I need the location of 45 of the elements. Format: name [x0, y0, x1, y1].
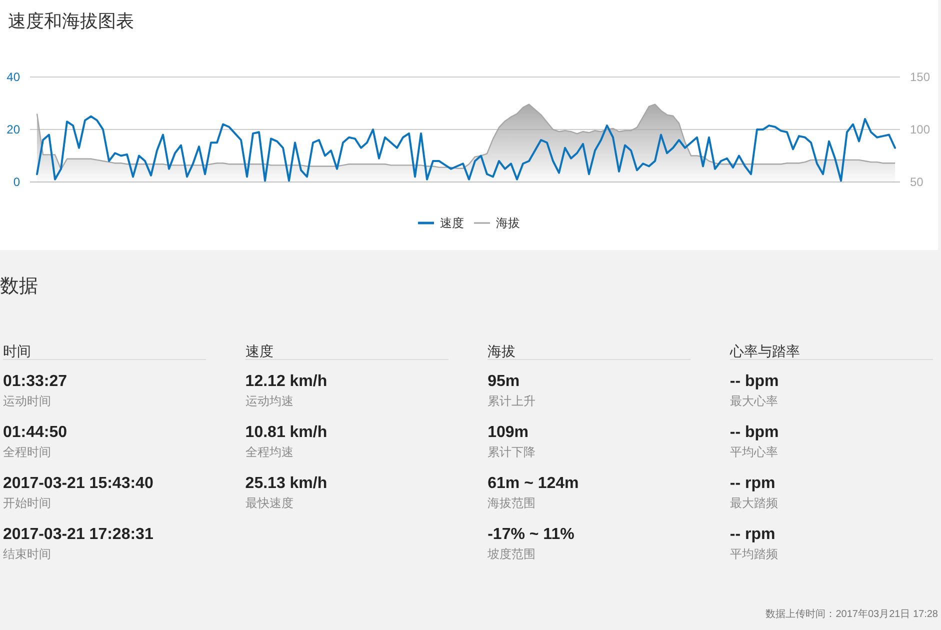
text: 运动时间 [3, 394, 51, 408]
y-tick-label: 0 [13, 175, 20, 189]
text: 运动均速 [245, 394, 294, 408]
category-label: 心率与踏率 [728, 343, 800, 359]
text: 坡度范围 [488, 547, 536, 561]
text: -- rpm [730, 526, 776, 543]
text: 平均踏频 [730, 547, 778, 561]
text: 累计上升 [488, 394, 536, 408]
text: 海拔范围 [488, 496, 536, 510]
text: 平均心率 [730, 445, 778, 459]
text: 2017-03-21 15:43:40 [3, 475, 154, 492]
text: 12.12 km/h [245, 373, 328, 390]
text: 数据上传时间：2017年03月21日 17:28 [766, 608, 938, 620]
text: -- bpm [730, 424, 779, 441]
text: 109m [488, 424, 529, 441]
text: 最大踏频 [730, 496, 778, 510]
text: 全程均速 [245, 445, 294, 459]
text: 最大心率 [730, 394, 778, 408]
y-tick-label: 20 [6, 122, 20, 136]
text: 全程时间 [3, 445, 51, 459]
y2-tick-label: 50 [910, 175, 924, 189]
chart-title: 速度和海拔图表 [8, 11, 134, 31]
text: 01:33:27 [3, 373, 68, 390]
text: 开始时间 [3, 496, 51, 510]
category-label: 时间 [3, 343, 31, 359]
legend-label: 速度 [440, 216, 464, 230]
text: 数据 [0, 276, 38, 297]
text: 95m [488, 373, 520, 390]
category-label: 海拔 [488, 343, 516, 359]
text: 10.81 km/h [245, 424, 328, 441]
text: 01:44:50 [3, 424, 68, 441]
y-tick-label: 40 [6, 70, 20, 84]
y2-tick-label: 100 [910, 122, 930, 136]
text: 25.13 km/h [245, 475, 328, 492]
text: 结束时间 [3, 547, 51, 561]
y2-tick-label: 150 [910, 70, 930, 84]
text: 累计下降 [488, 445, 536, 459]
text: -- bpm [730, 373, 779, 390]
text: -- rpm [730, 475, 776, 492]
text: 最快速度 [245, 496, 294, 510]
text: -17% ~ 11% [488, 526, 574, 543]
legend-label: 海拔 [496, 216, 520, 230]
text: 2017-03-21 17:28:31 [3, 526, 154, 543]
category-label: 速度 [245, 343, 274, 359]
text: 61m ~ 124m [488, 475, 579, 492]
